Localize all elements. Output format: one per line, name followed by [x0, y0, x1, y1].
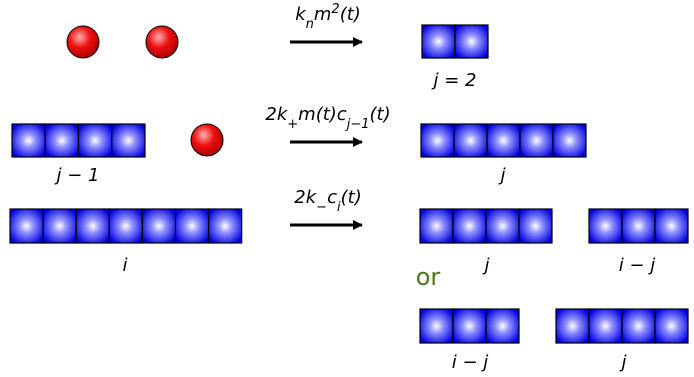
polymer-block — [420, 209, 453, 243]
polymer-block — [76, 209, 109, 243]
polymer-block — [622, 309, 655, 343]
size-label: j — [481, 255, 489, 276]
rate-part: + — [287, 117, 298, 132]
or-label: or — [416, 263, 441, 291]
rate-part: (t) — [340, 4, 361, 25]
rate-part: 2 — [331, 2, 339, 17]
size-label: j — [618, 352, 626, 373]
polymer-block — [142, 209, 175, 243]
size-label: j − 1 — [54, 165, 100, 186]
rate-part: − — [316, 200, 327, 215]
rate-part: (t) — [341, 187, 362, 208]
polymer-block — [109, 209, 142, 243]
polymer-block — [453, 309, 486, 343]
polymer-block — [487, 124, 520, 157]
rate-label: 2k−ci(t) — [294, 187, 361, 215]
rate-part: 2k — [265, 104, 288, 125]
rate-part: 2k — [294, 187, 317, 208]
size-label: j — [497, 165, 505, 186]
shapes — [10, 25, 688, 343]
size-label: i — [122, 255, 127, 276]
polymer-block — [45, 124, 78, 157]
rate-part: n — [306, 17, 314, 32]
polymer-block — [10, 209, 43, 243]
polymer-block — [421, 124, 454, 157]
rate-label: 2k+m(t)cj−1(t) — [265, 104, 390, 132]
polymer-block — [589, 309, 622, 343]
polymer-block — [655, 209, 688, 243]
polymer-block — [176, 209, 209, 243]
rate-part: m(t)c — [298, 104, 347, 125]
rate-part: (t) — [370, 104, 391, 125]
polymer-block — [589, 209, 622, 243]
polymer-block — [622, 209, 655, 243]
diagram: knm2(t) 2k+m(t)cj−1(t) 2k−ci(t) j = 2 j … — [0, 0, 694, 377]
monomer — [146, 26, 178, 58]
polymer-block — [112, 124, 145, 157]
polymer-block — [79, 124, 112, 157]
size-label: i − j — [619, 255, 656, 276]
polymer-block — [556, 309, 589, 343]
polymer-block — [43, 209, 76, 243]
polymer-block — [422, 25, 455, 58]
rate-label: knm2(t) — [295, 2, 361, 32]
polymer-block — [12, 124, 45, 157]
polymer-block — [486, 209, 519, 243]
polymer-block — [520, 124, 553, 157]
polymer-block — [454, 124, 487, 157]
monomer — [67, 26, 99, 58]
polymer-block — [486, 309, 519, 343]
polymer-block — [453, 209, 486, 243]
size-label: j = 2 — [431, 70, 477, 91]
polymer-block — [519, 209, 552, 243]
polymer-block — [209, 209, 242, 243]
rate-part: j−1 — [345, 117, 370, 132]
size-label: i − j — [452, 352, 489, 373]
monomer — [191, 124, 223, 156]
rate-part: c — [327, 187, 337, 208]
polymer-block — [553, 124, 586, 157]
rate-part: m — [314, 4, 332, 25]
polymer-block — [420, 309, 453, 343]
polymer-block — [655, 309, 688, 343]
polymer-block — [455, 25, 488, 58]
